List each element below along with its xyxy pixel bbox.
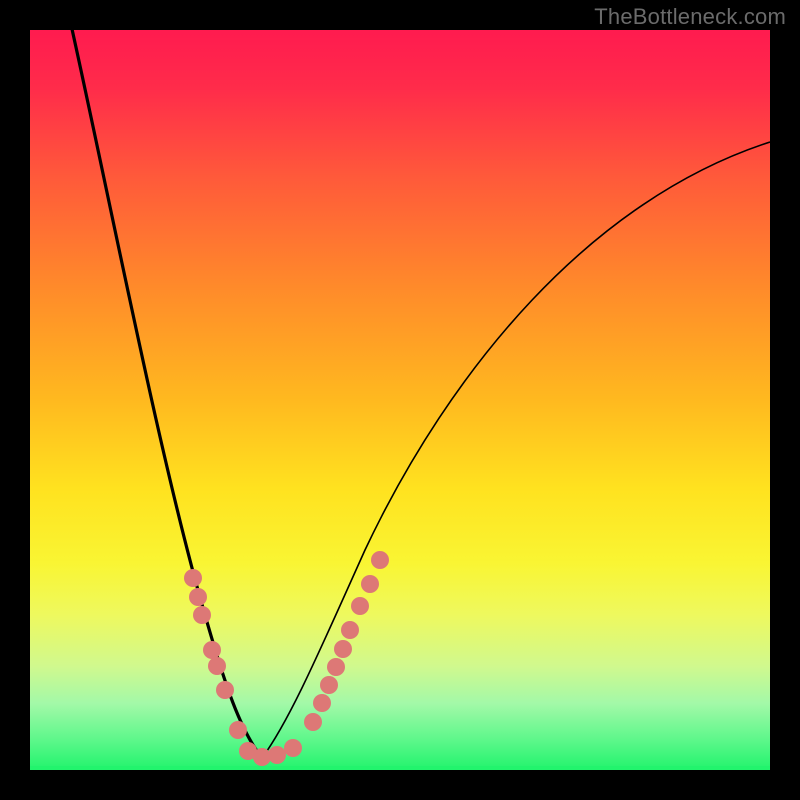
data-dot	[334, 640, 352, 658]
watermark-text: TheBottleneck.com	[594, 4, 786, 30]
data-dot	[216, 681, 234, 699]
data-dot	[189, 588, 207, 606]
data-dot	[304, 713, 322, 731]
data-dot	[184, 569, 202, 587]
data-dot	[284, 739, 302, 757]
data-dot	[361, 575, 379, 593]
data-dot	[327, 658, 345, 676]
data-dot	[193, 606, 211, 624]
data-dots	[184, 551, 389, 766]
data-dot	[268, 746, 286, 764]
data-dot	[371, 551, 389, 569]
curve-layer	[30, 30, 770, 770]
data-dot	[208, 657, 226, 675]
data-dot	[320, 676, 338, 694]
data-dot	[229, 721, 247, 739]
data-dot	[351, 597, 369, 615]
data-dot	[203, 641, 221, 659]
plot-area	[30, 30, 770, 770]
data-dot	[341, 621, 359, 639]
data-dot	[313, 694, 331, 712]
curve-left-branch	[70, 30, 262, 758]
